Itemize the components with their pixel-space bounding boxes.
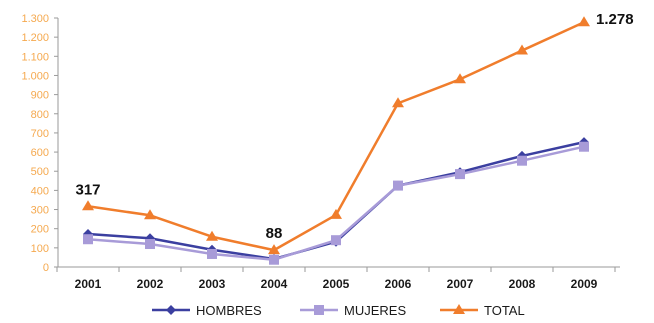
y-tick-label: 1.300 — [21, 13, 49, 25]
y-axis: 0 100 200 300 400 500 600 700 800 900 1.000 1.100 1.… — [21, 13, 59, 274]
data-point-total — [578, 16, 590, 27]
y-tick-label: 300 — [31, 205, 49, 217]
legend-label-total: TOTAL — [484, 303, 525, 318]
y-tick-label: 100 — [31, 243, 49, 255]
legend-marker-hombres — [166, 305, 176, 315]
legend-item-total: TOTAL — [440, 303, 525, 318]
data-label: 1.278 — [596, 11, 634, 28]
y-tick-label: 900 — [31, 90, 49, 102]
legend-label-mujeres: MUJERES — [344, 303, 406, 318]
data-point-mujeres — [207, 248, 217, 259]
x-tick-label: 2006 — [385, 277, 412, 291]
data-point-mujeres — [579, 141, 589, 152]
y-tick-label: 500 — [31, 166, 49, 178]
y-tick-label: 1.200 — [21, 32, 49, 44]
data-point-mujeres — [393, 180, 403, 191]
series-mujeres — [83, 141, 589, 265]
data-point-mujeres — [517, 155, 527, 166]
legend-marker-mujeres — [314, 305, 324, 315]
legend-item-hombres: HOMBRES — [152, 303, 262, 318]
y-tick-label: 400 — [31, 185, 49, 197]
series-lines — [82, 16, 590, 265]
data-point-total — [268, 244, 280, 255]
x-tick-label: 2005 — [323, 277, 350, 291]
x-tick-label: 2007 — [447, 277, 474, 291]
series-total — [82, 16, 590, 255]
data-point-mujeres — [83, 234, 93, 245]
y-tick-label: 1.000 — [21, 70, 49, 82]
y-tick-label: 200 — [31, 224, 49, 236]
data-point-total — [330, 208, 342, 219]
data-point-mujeres — [145, 239, 155, 250]
data-labels: 317 88 1.278 — [75, 11, 633, 242]
data-point-total — [206, 230, 218, 241]
legend-label-hombres: HOMBRES — [196, 303, 262, 318]
data-point-total — [82, 200, 94, 211]
data-point-total — [144, 209, 156, 220]
data-label: 317 — [75, 181, 100, 198]
legend-item-mujeres: MUJERES — [300, 303, 406, 318]
x-tick-label: 2004 — [261, 277, 288, 291]
data-point-mujeres — [331, 235, 341, 246]
data-label: 88 — [266, 225, 283, 242]
x-axis: 2001 2002 2003 2004 2005 2006 2007 2008 2009 — [56, 266, 620, 291]
y-tick-label: 800 — [31, 109, 49, 121]
x-tick-label: 2001 — [75, 277, 102, 291]
legend-marker-total — [453, 304, 465, 314]
data-point-mujeres — [269, 254, 279, 265]
x-tick-label: 2002 — [137, 277, 164, 291]
y-tick-label: 700 — [31, 128, 49, 140]
data-point-total — [516, 44, 528, 55]
legend: HOMBRES MUJERES TOTAL — [152, 303, 525, 318]
x-tick-label: 2008 — [509, 277, 536, 291]
y-tick-label: 600 — [31, 147, 49, 159]
x-tick-label: 2003 — [199, 277, 226, 291]
data-point-total — [392, 97, 404, 108]
x-tick-label: 2009 — [571, 277, 598, 291]
data-point-mujeres — [455, 169, 465, 180]
data-point-total — [454, 73, 466, 84]
y-tick-label: 1.100 — [21, 51, 49, 63]
y-tick-label: 0 — [43, 262, 49, 274]
